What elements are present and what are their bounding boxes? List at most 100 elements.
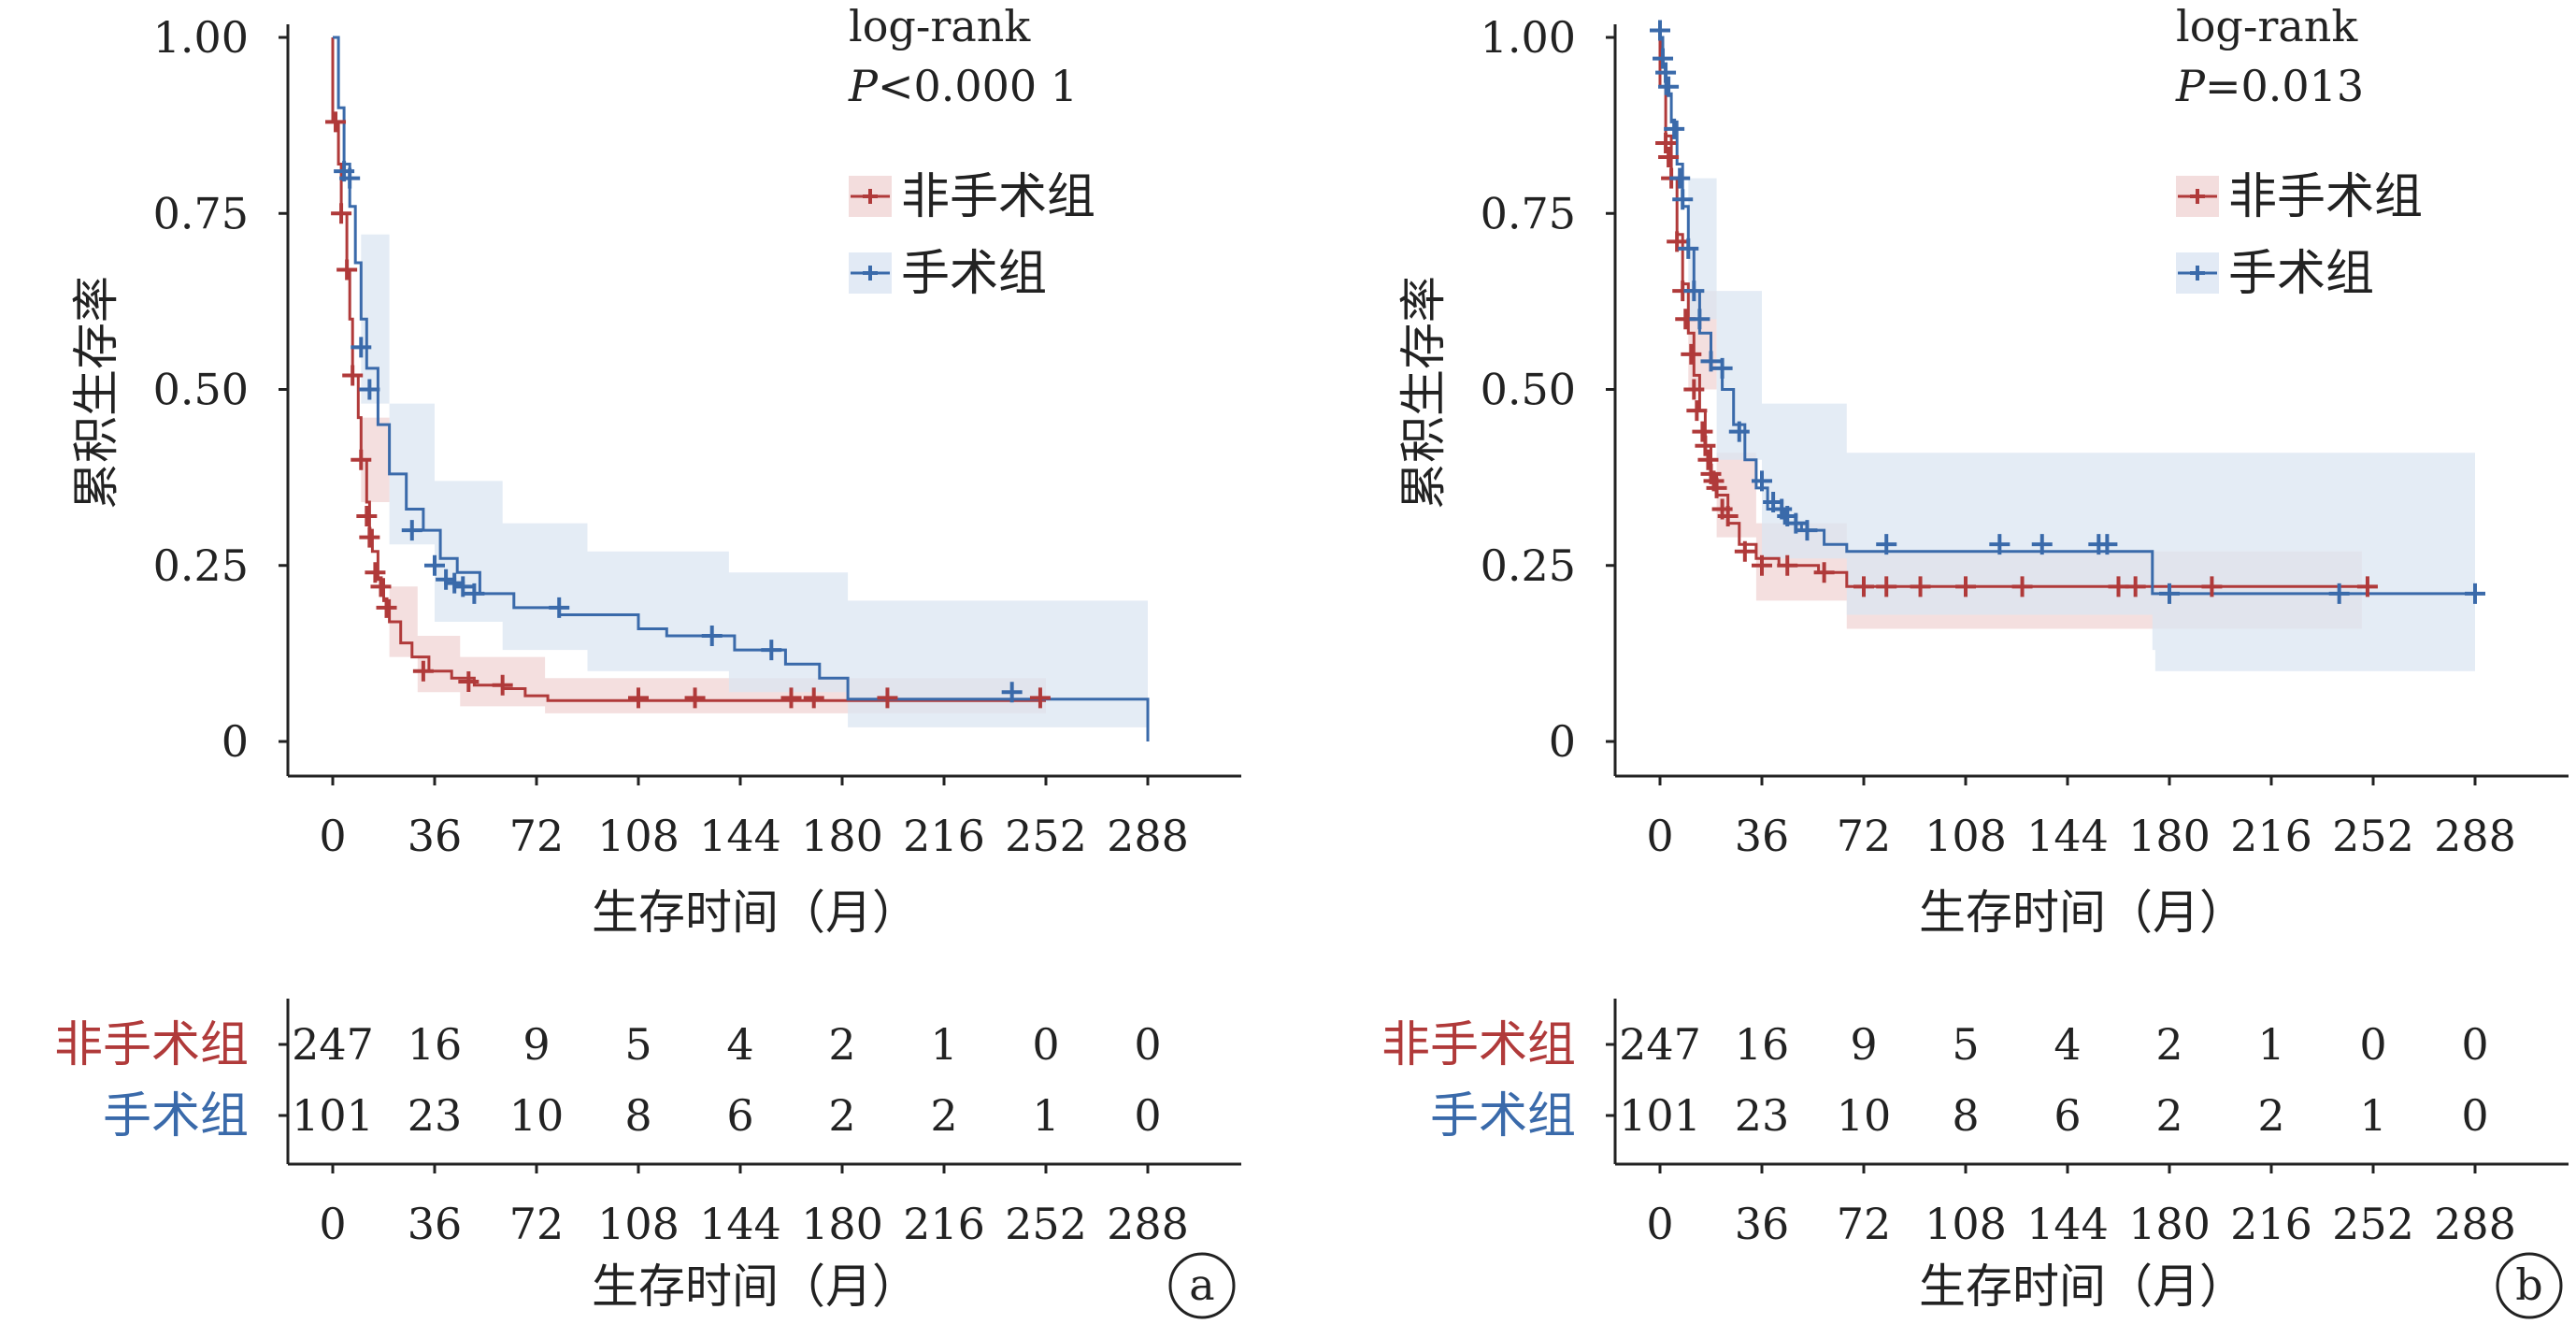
legend-swatch-censor (2190, 189, 2205, 204)
censor-mark-nonsurgery (370, 576, 392, 597)
censor-mark-surgery (2159, 583, 2180, 604)
censor-mark-nonsurgery (325, 111, 347, 133)
x-tick-label: 288 (1107, 811, 1189, 861)
censor-mark-nonsurgery (2201, 576, 2223, 597)
censor-mark-nonsurgery (492, 674, 513, 696)
censor-mark-nonsurgery (336, 259, 358, 281)
risk-x-tick-label: 288 (2434, 1199, 2516, 1249)
risk-count: 5 (1952, 1019, 1979, 1070)
censor-mark-nonsurgery (1734, 540, 1755, 562)
censor-mark-nonsurgery (803, 687, 824, 709)
risk-x-tick-label: 0 (1646, 1199, 1673, 1249)
censor-mark-nonsurgery (1717, 506, 1739, 527)
risk-count: 1 (1032, 1090, 1059, 1141)
risk-x-tick-label: 216 (2230, 1199, 2312, 1249)
censor-mark-surgery (1700, 351, 1722, 372)
legend-label: 非手术组 (901, 169, 1095, 225)
risk-count: 16 (408, 1019, 463, 1070)
logrank-title: log-rank (2176, 1, 2358, 51)
ci-band-surgery (333, 37, 1148, 727)
risk-count: 247 (292, 1019, 374, 1070)
x-tick-label: 252 (2332, 811, 2414, 861)
p-value: =0.013 (2205, 61, 2364, 111)
risk-x-tick-label: 0 (319, 1199, 346, 1249)
censor-mark-nonsurgery (351, 449, 372, 470)
risk-x-tick-label: 252 (1005, 1199, 1087, 1249)
risk-x-tick-label: 216 (903, 1199, 985, 1249)
p-symbol: P (2175, 61, 2206, 111)
risk-count: 2 (2155, 1090, 2182, 1141)
censor-mark-surgery (2031, 534, 2053, 555)
censor-mark-surgery (1672, 189, 1694, 210)
censor-mark-surgery (549, 597, 570, 618)
risk-x-tick-label: 108 (597, 1199, 680, 1249)
censor-mark-surgery (1001, 682, 1023, 703)
censor-mark-nonsurgery (342, 365, 364, 386)
y-tick-label: 1.00 (1481, 12, 1576, 63)
risk-count: 247 (1619, 1019, 1701, 1070)
ci-band-nonsurgery (333, 37, 1046, 713)
risk-row-label: 非手术组 (54, 1017, 249, 1073)
legend-swatch-censor (863, 189, 878, 204)
censor-mark-nonsurgery (412, 660, 434, 682)
risk-count: 0 (2461, 1019, 2488, 1070)
censor-mark-nonsurgery (1683, 379, 1705, 400)
risk-x-tick-label: 36 (1735, 1199, 1790, 1249)
p-value: <0.000 1 (878, 61, 1078, 111)
risk-x-tick-label: 72 (1837, 1199, 1892, 1249)
risk-x-axis-title: 生存时间（月） (1919, 1259, 2246, 1314)
risk-row-label: 手术组 (1430, 1088, 1576, 1144)
censor-mark-surgery (1655, 62, 1677, 83)
censor-mark-surgery (359, 379, 380, 400)
risk-count: 6 (2054, 1090, 2081, 1141)
x-tick-label: 0 (1646, 811, 1673, 861)
panel-label-circle (1168, 1252, 1236, 1319)
censor-mark-nonsurgery (1681, 343, 1702, 365)
y-tick-label: 0 (1549, 716, 1576, 767)
censor-mark-surgery (1683, 281, 1705, 302)
panel-b: 00.250.500.751.000 36 72 108 144 180 216 252 288… (1381, 1, 2569, 1319)
censor-mark-nonsurgery (365, 562, 386, 583)
risk-count: 4 (726, 1019, 753, 1070)
censor-mark-nonsurgery (1695, 435, 1716, 456)
panel-label-circle (2496, 1252, 2563, 1319)
censor-mark-nonsurgery (628, 687, 649, 709)
censor-mark-surgery (1728, 421, 1750, 442)
survival-curve-surgery (333, 36, 1150, 741)
risk-count: 0 (1134, 1090, 1161, 1141)
risk-count: 0 (2359, 1019, 2386, 1070)
risk-count: 6 (726, 1090, 753, 1141)
censor-mark-nonsurgery (1706, 477, 1727, 498)
logrank-p-value: P<0.000 1 (848, 61, 1078, 111)
risk-count: 23 (1735, 1090, 1790, 1141)
censor-mark-nonsurgery (1876, 576, 1897, 597)
y-axis-title: 累积生存率 (69, 276, 123, 510)
risk-count: 2 (930, 1090, 957, 1141)
risk-x-tick-label: 144 (699, 1199, 781, 1249)
x-tick-label: 36 (1735, 811, 1790, 861)
censor-mark-surgery (1653, 48, 1674, 69)
risk-count: 0 (1032, 1019, 1059, 1070)
x-tick-label: 72 (509, 811, 565, 861)
risk-count: 8 (1952, 1090, 1979, 1141)
censor-mark-nonsurgery (1813, 562, 1835, 583)
censor-mark-nonsurgery (877, 687, 898, 709)
censor-mark-nonsurgery (1658, 147, 1680, 168)
censor-mark-surgery (2097, 534, 2118, 555)
y-tick-label: 0.25 (153, 540, 249, 591)
y-tick-label: 0.50 (1481, 365, 1576, 415)
panel-a: 00.250.500.751.000 36 72 108 144 180 216 252 288… (54, 1, 1241, 1319)
censor-mark-nonsurgery (1752, 554, 1772, 576)
risk-count: 8 (624, 1090, 651, 1141)
p-symbol: P (848, 61, 879, 111)
censor-mark-nonsurgery (2125, 576, 2146, 597)
risk-count: 16 (1735, 1019, 1790, 1070)
risk-count: 9 (1850, 1019, 1877, 1070)
y-tick-label: 0.75 (153, 188, 249, 238)
y-tick-label: 0 (222, 716, 249, 767)
risk-count: 1 (2359, 1090, 2386, 1141)
x-tick-label: 144 (699, 811, 781, 861)
censor-mark-nonsurgery (1910, 576, 1931, 597)
logrank-p-value: P=0.013 (2175, 61, 2364, 111)
